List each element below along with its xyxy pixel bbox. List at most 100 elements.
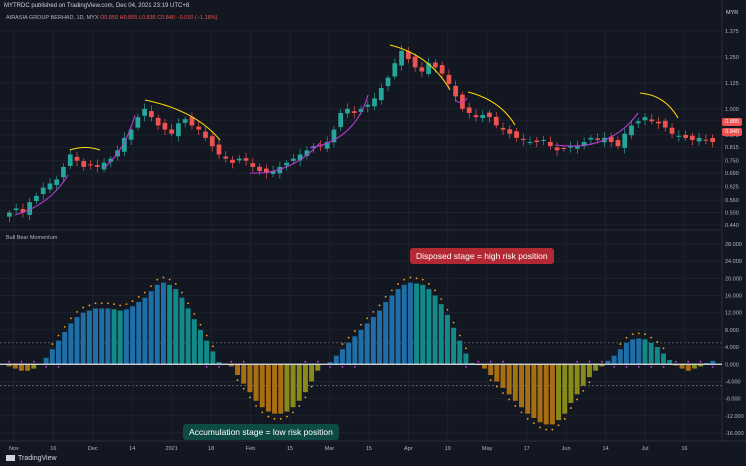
signal-dot [156,278,159,281]
momentum-bar [698,364,704,367]
momentum-bar [605,360,611,365]
momentum-axis-labels: 28.000 24.000 20.000 16.000 12.000 8.000 4.000… [725,242,744,437]
candle-body [277,166,283,174]
momentum-bar [691,364,697,369]
signal-dot [415,277,418,280]
candle-body [487,112,492,118]
momentum-bar [685,364,691,371]
price-tick-label: 0.440 [725,223,739,229]
time-tick-label: 17 [524,446,530,452]
momentum-bar [284,364,290,412]
momentum-bar [611,355,617,365]
candle-body [710,138,715,143]
price-tick-label: 1.250 [725,55,739,61]
momentum-tick-label: 8.000 [725,328,739,334]
signal-dot [372,310,375,313]
signal-dot [248,396,251,399]
candle-body [480,115,486,119]
candle-body [304,150,310,156]
squeeze-dot [205,365,208,368]
candle-body [182,119,188,123]
signal-dot [495,385,498,388]
candle-body [649,119,655,122]
momentum-bar [56,340,61,365]
candle-body [493,116,499,126]
momentum-bar [272,364,278,414]
momentum-bar [383,301,389,365]
signal-dot [298,405,301,407]
signal-dot [88,304,91,307]
candle-body [128,129,134,140]
candle-body [676,135,682,137]
time-tick-label: Jun [562,446,571,452]
price-tick-label: 0.815 [725,145,739,151]
candle-body [47,183,53,190]
signal-dot [557,424,560,427]
candle-body [500,127,506,130]
candle-body [297,154,303,161]
signal-dot [353,330,356,333]
signal-dot [428,283,430,285]
momentum-bar [99,308,105,365]
momentum-bar [154,284,160,365]
candle-body [54,179,60,186]
squeeze-dot [712,365,714,368]
momentum-bar [216,362,222,365]
time-tick-label: Dec [88,446,98,452]
time-tick-label: Jul [641,446,648,452]
time-tick-label: 18 [208,446,214,452]
candle-body [514,131,519,138]
candle-body [236,158,242,161]
momentum-bar [173,289,179,365]
momentum-bar [68,323,74,365]
candle-body [629,125,634,136]
momentum-bar [556,364,562,421]
squeeze-dot [8,360,10,363]
signal-dot [532,422,535,425]
candle-body [662,120,668,128]
price-tick-label: 0.625 [725,185,739,191]
squeeze-dot [687,360,690,363]
candle-body [392,63,398,77]
momentum-bar [105,308,111,365]
squeeze-dot [230,360,233,363]
squeeze-dot [576,360,578,363]
price-tick-label: 1.000 [725,107,739,113]
signal-dot [403,278,406,281]
signal-dot [520,411,523,414]
signal-dot [199,323,202,326]
candle-body [358,108,364,112]
signal-dot [489,379,492,382]
momentum-bar [241,364,247,384]
momentum-bar [389,295,395,365]
signal-dot [76,310,78,313]
candle-body [243,158,249,161]
candle-body [270,171,276,174]
signal-dot [51,343,54,345]
signal-dot [508,398,511,401]
momentum-bar [432,295,438,365]
signal-dot [644,333,646,336]
trend-arrow [389,44,451,91]
signal-dot [637,332,640,335]
signal-dot [360,323,362,326]
time-tick-label: 15 [287,446,293,452]
candle-body [135,117,141,128]
momentum-bar [642,339,648,365]
momentum-tick-label: 16.000 [725,294,742,300]
trend-arrow [467,91,516,126]
momentum-bar [512,364,518,401]
momentum-bar [210,351,216,365]
candle-body [507,129,513,134]
signal-dot [341,343,344,345]
signal-dot [588,381,591,384]
price-tick-label: 0.560 [725,198,739,204]
candle-body [419,67,425,72]
squeeze-dot [699,360,702,363]
momentum-histogram [0,282,722,425]
squeeze-dot [465,365,467,368]
candle-body [169,129,175,134]
time-tick-label: 15 [366,446,372,452]
